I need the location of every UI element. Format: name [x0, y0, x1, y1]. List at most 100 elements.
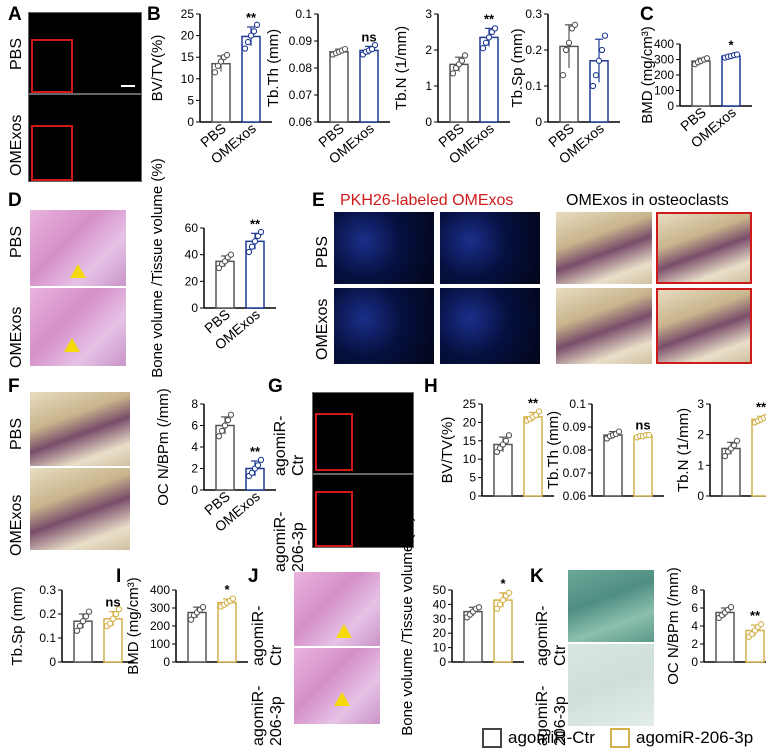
y-tick-label: 30 [433, 612, 447, 626]
y-tick-label: 20 [185, 274, 199, 288]
data-point [598, 46, 606, 54]
data-point [491, 25, 499, 32]
data-point [751, 627, 759, 634]
y-tick-label: 2 [697, 428, 704, 442]
x-tick-label: OMExos [208, 120, 259, 167]
data-point [329, 51, 337, 58]
data-point [82, 613, 90, 620]
data-point [532, 411, 540, 419]
data-point [362, 48, 370, 55]
he-image-agomir-206 [294, 648, 380, 724]
bar [241, 35, 261, 123]
data-point [217, 603, 225, 610]
data-point [221, 422, 229, 429]
data-point [733, 437, 741, 444]
data-point [214, 62, 222, 69]
roi-box [315, 491, 353, 547]
data-point [76, 622, 84, 630]
data-point [251, 465, 259, 472]
data-point [502, 437, 510, 444]
y-tick-label: 8 [691, 583, 698, 597]
arrowhead-icon [334, 692, 350, 706]
he-image-agomir-ctr [294, 572, 380, 646]
y-tick-label: 0 [439, 655, 446, 669]
bar [589, 60, 609, 123]
y-tick-label: 40 [433, 597, 447, 611]
legend-label-ctr: agomiR-Ctr [508, 728, 595, 747]
data-point [218, 260, 226, 268]
x-tick-label: PBS [435, 120, 467, 150]
data-point [253, 21, 261, 28]
legend-swatch-ctr [482, 728, 502, 748]
fluorescence-image-omexos [334, 288, 434, 364]
y-tick-label: 0.3 [39, 583, 56, 597]
bar [463, 610, 483, 663]
y-tick-label: 200 [654, 68, 674, 82]
y-tick-label: 5 [187, 93, 194, 107]
bar [187, 611, 207, 663]
data-point [757, 621, 765, 628]
x-tick-label: OMExos [212, 306, 263, 353]
x-tick-label: PBS [197, 120, 229, 150]
data-point [733, 51, 741, 58]
data-point [247, 32, 255, 39]
data-point [241, 45, 249, 52]
data-point [193, 609, 201, 616]
significance-label: ns [361, 29, 376, 44]
data-point [505, 589, 513, 597]
data-point [106, 620, 114, 627]
y-tick-label: 0 [667, 99, 674, 113]
data-point [499, 441, 507, 448]
row-label-agomir-ctr: agomiR- Ctr [534, 605, 569, 666]
arrowhead-icon [70, 264, 86, 278]
x-tick-label: OMExos [326, 120, 377, 167]
x-tick-label: OMExos [212, 488, 263, 535]
y-tick-label: 0 [187, 115, 194, 129]
data-point [760, 414, 766, 421]
bar [691, 60, 711, 107]
row-label-omexos: OMExos [8, 114, 25, 176]
y-tick-label: 0.09 [563, 420, 587, 434]
bar [245, 467, 265, 491]
osteoclast-zoom-pbs [656, 212, 752, 284]
data-point [85, 608, 93, 615]
data-point [452, 64, 460, 72]
fluorescence-zoom-omexos [440, 288, 540, 364]
data-point [612, 430, 620, 438]
y-tick-label: 2 [691, 637, 698, 651]
y-tick-label: 300 [150, 601, 170, 615]
significance-label: ns [635, 417, 650, 432]
data-point [217, 58, 225, 65]
legend-agomir-ctr: agomiR-Ctr [482, 728, 595, 748]
y-tick-label: 8 [191, 397, 198, 411]
bar [745, 629, 765, 663]
y-tick-label: 0.06 [563, 489, 587, 503]
osteoclast-image-pbs [556, 212, 652, 284]
data-point [529, 413, 537, 421]
data-point [466, 611, 474, 618]
bar-chart-h3: 0 1 2 3 Tb.N (1/mm) ** [675, 397, 766, 503]
data-point [724, 53, 732, 60]
bar [211, 62, 231, 123]
data-point [639, 433, 647, 440]
data-point [479, 45, 487, 52]
data-point [721, 452, 729, 460]
y-tick-label: 2 [191, 462, 198, 476]
y-tick-label: 15 [463, 434, 477, 448]
data-point [371, 41, 379, 49]
data-point [211, 69, 219, 76]
trap-image-agomir-206 [568, 644, 654, 726]
bar [603, 434, 623, 497]
y-tick-label: 10 [181, 72, 195, 86]
y-axis-label: Tb.Th (mm) [265, 29, 282, 107]
bar [73, 620, 93, 663]
osteoclast-title: OMExos in osteoclasts [566, 192, 729, 209]
y-tick-label: 0.1 [39, 631, 56, 645]
data-point [199, 603, 207, 611]
significance-label: * [728, 38, 734, 53]
y-tick-label: 0 [469, 489, 476, 503]
data-point [215, 433, 223, 440]
data-point [496, 445, 504, 452]
significance-label: ** [250, 444, 261, 459]
